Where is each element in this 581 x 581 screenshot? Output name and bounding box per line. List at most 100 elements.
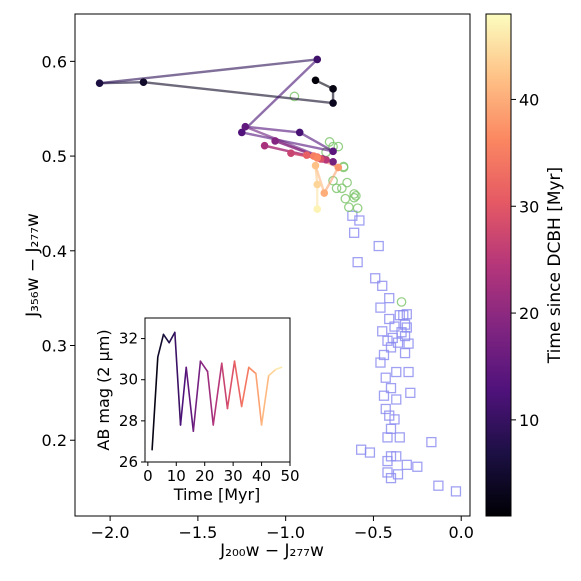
green-circle-point-14: [349, 192, 359, 203]
blue-square-point-35: [384, 410, 395, 421]
track-point-23: [311, 161, 320, 170]
green-circle-point-17: [324, 137, 335, 147]
track-point-2: [329, 99, 337, 107]
inset-line-segment-7: [192, 360, 202, 432]
track-point-9: [241, 122, 250, 131]
inset-line-segment-0: [151, 356, 159, 451]
blue-square-point-39: [394, 432, 405, 443]
main-ytick-label-4: 0.6: [42, 52, 67, 71]
green-circle-point-11: [351, 191, 361, 201]
main-xlabel: J₂₀₀w − J₂₇₇w: [219, 541, 324, 561]
blue-square-point-29: [403, 366, 414, 378]
track-point-24: [313, 180, 322, 189]
track-point-20: [313, 154, 322, 162]
colorbar-tick-label-0: 10: [519, 411, 539, 430]
main-xtick-label-4: 0.0: [448, 523, 473, 542]
green-circle-point-2: [333, 141, 344, 152]
track-point-11: [271, 137, 279, 145]
track-segment-21: [323, 166, 340, 194]
blue-square-point-14: [399, 319, 411, 330]
main-ytick-label-3: 0.5: [42, 147, 67, 166]
blue-square-point-47: [382, 467, 393, 478]
main-xtick-label-2: −1.0: [266, 523, 305, 542]
inset-ytick-label-2: 30: [119, 371, 138, 389]
main-plot-marks: [95, 55, 462, 497]
blue-square-point-32: [391, 394, 402, 405]
inset-line-segment-17: [260, 374, 270, 426]
inset-line-segment-1: [156, 333, 165, 358]
inset-line-segment-19: [274, 366, 283, 371]
inset-line-segment-15: [247, 366, 257, 375]
track-point-25: [313, 205, 322, 213]
inset-xtick-label-5: 50: [280, 467, 299, 485]
track-point-22: [320, 189, 329, 197]
track-point-5: [313, 55, 322, 64]
track-point-0: [311, 76, 320, 85]
colorbar-label: Time since DCBH [Myr]: [545, 167, 565, 364]
track-segment-7: [299, 131, 334, 153]
blue-square-point-17: [399, 330, 411, 342]
blue-square-point-51: [450, 486, 462, 497]
blue-square-point-46: [392, 469, 404, 480]
blue-square-point-13: [389, 321, 400, 332]
inset-line-segment-10: [212, 362, 223, 426]
inset-line-segment-5: [179, 366, 188, 426]
inset-line-segment-9: [206, 370, 215, 426]
main-xtick-label-1: −1.5: [178, 523, 217, 542]
inset-ytick-label-3: 32: [119, 330, 138, 348]
blue-square-point-31: [378, 390, 390, 401]
inset-line-segment-18: [267, 368, 277, 377]
blue-square-point-24: [378, 349, 390, 361]
blue-square-point-42: [391, 451, 402, 462]
blue-square-point-11: [401, 309, 412, 320]
inset-line-segment-16: [255, 372, 263, 426]
track-point-6: [237, 128, 246, 137]
blue-square-point-27: [391, 366, 402, 378]
green-circle-point-7: [342, 177, 352, 188]
blue-square-point-19: [382, 335, 393, 346]
blue-square-point-34: [380, 403, 391, 415]
blue-square-point-4: [352, 257, 363, 268]
inset-line-segment-11: [220, 362, 229, 410]
green-circle-point-10: [349, 189, 359, 199]
inset-xtick-label-4: 40: [252, 467, 271, 485]
track-point-17: [302, 151, 311, 159]
inset-line-segment-3: [168, 331, 176, 344]
blue-square-point-6: [377, 280, 388, 291]
inset-line-segment-13: [233, 360, 243, 408]
green-circle-point-15: [396, 297, 407, 307]
track-segment-6: [241, 131, 334, 153]
main-ytick-label-2: 0.4: [42, 242, 67, 261]
blue-square-point-7: [384, 293, 395, 304]
track-point-8: [295, 128, 304, 137]
blue-square-point-33: [405, 387, 416, 399]
inset-xtick-label-0: 0: [143, 467, 153, 485]
inset-plot-axes: 0 10 20 30 40 50 26 28 30 32: [119, 330, 300, 485]
blue-square-point-52: [385, 472, 397, 484]
blue-square-point-49: [356, 444, 367, 455]
track-point-1: [329, 85, 337, 93]
blue-square-point-30: [385, 382, 397, 394]
inset-ytick-label-1: 28: [119, 412, 138, 430]
inset-line-segment-8: [199, 360, 209, 373]
inset-ytick-label-0: 26: [119, 453, 138, 471]
blue-square-point-25: [399, 347, 411, 359]
blue-square-point-18: [377, 326, 388, 337]
main-ytick-label-1: 0.3: [42, 337, 67, 356]
track-point-7: [329, 147, 337, 156]
green-circle-point-8: [336, 183, 347, 194]
blue-square-point-50: [433, 480, 444, 491]
blue-square-point-28: [380, 372, 391, 383]
track-point-3: [139, 78, 148, 86]
track-segment-5: [240, 58, 319, 134]
inset-line-segment-2: [162, 333, 170, 344]
blue-square-point-43: [401, 459, 412, 471]
blue-square-point-2: [348, 227, 360, 238]
track-point-13: [260, 141, 269, 150]
colorbar-tick-label-2: 30: [519, 197, 539, 216]
inset-line-segment-12: [226, 360, 236, 410]
inset-plot-marks: [151, 331, 283, 451]
inset-xtick-label-1: 10: [167, 467, 186, 485]
blue-square-point-22: [392, 337, 404, 348]
